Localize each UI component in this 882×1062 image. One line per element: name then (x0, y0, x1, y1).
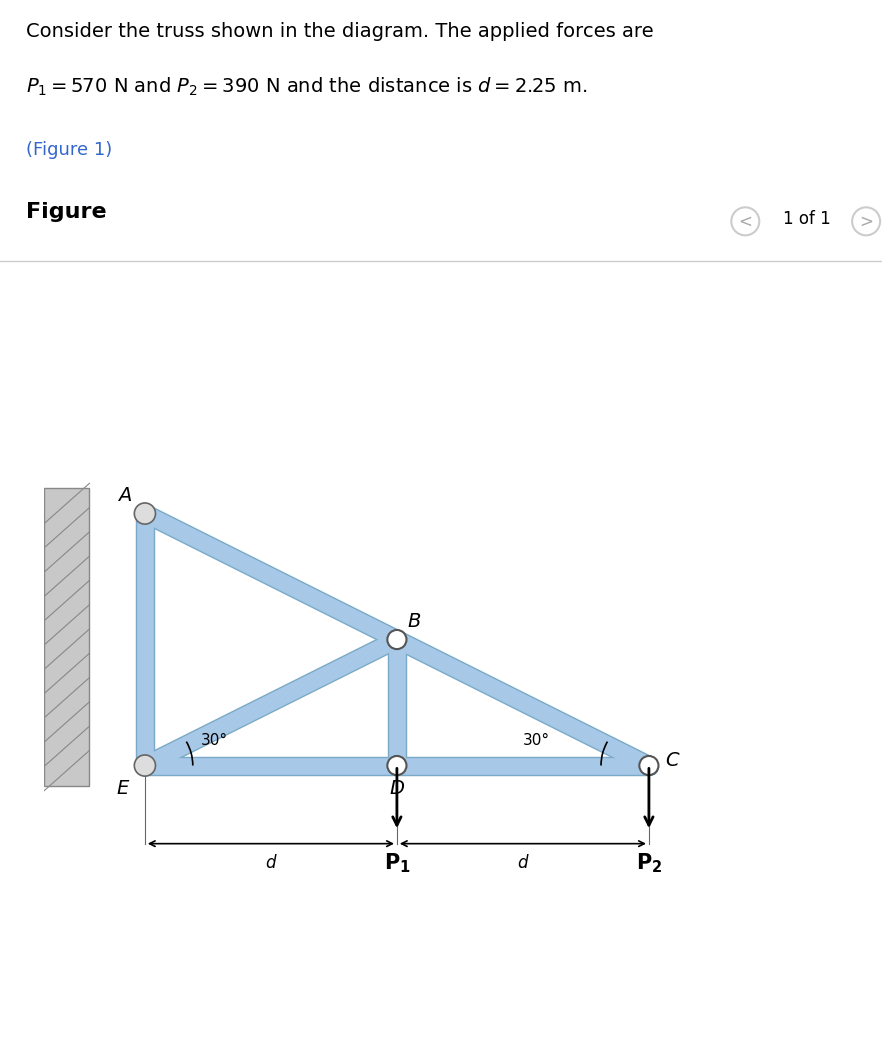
Text: D: D (389, 778, 405, 798)
Text: B: B (407, 613, 422, 632)
Circle shape (135, 756, 154, 775)
Polygon shape (44, 489, 89, 786)
Text: $\mathbf{P_2}$: $\mathbf{P_2}$ (636, 852, 662, 875)
Text: Figure: Figure (26, 202, 107, 222)
Text: A: A (118, 486, 131, 506)
Text: 30°: 30° (523, 733, 550, 748)
Text: d: d (265, 854, 276, 872)
Text: (Figure 1): (Figure 1) (26, 141, 113, 159)
Text: $P_1 = 570\ \mathrm{N}$ and $P_2 = 390\ \mathrm{N}$ and the distance is $d = 2.2: $P_1 = 570\ \mathrm{N}$ and $P_2 = 390\ … (26, 75, 588, 98)
Text: C: C (665, 751, 678, 770)
Circle shape (134, 503, 155, 525)
Circle shape (134, 755, 155, 776)
Text: $\mathbf{P_1}$: $\mathbf{P_1}$ (384, 852, 410, 875)
Text: Consider the truss shown in the diagram. The applied forces are: Consider the truss shown in the diagram.… (26, 21, 654, 40)
Circle shape (135, 504, 154, 524)
Text: d: d (518, 854, 528, 872)
Circle shape (639, 756, 659, 775)
Text: >: > (859, 212, 873, 230)
Text: 30°: 30° (200, 733, 228, 748)
Circle shape (387, 630, 407, 649)
Text: E: E (116, 778, 129, 798)
Circle shape (387, 756, 407, 775)
Text: 1 of 1: 1 of 1 (783, 210, 831, 227)
Text: <: < (738, 212, 752, 230)
